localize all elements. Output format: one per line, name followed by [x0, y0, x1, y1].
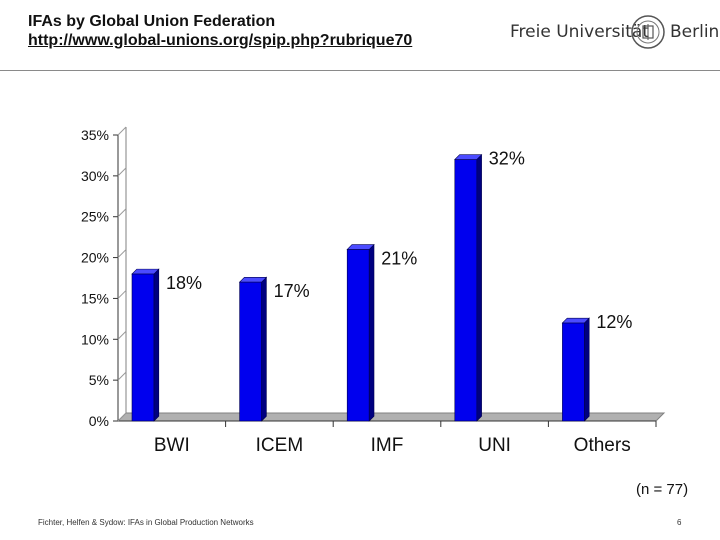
y-tick-depth [117, 330, 127, 340]
bar-front [131, 273, 155, 422]
bar-front [346, 249, 370, 422]
logo-text-right: Berlin [670, 22, 720, 42]
y-tick-label: 15% [81, 290, 109, 306]
bar-imf [346, 243, 375, 422]
source-link[interactable]: http://www.global-unions.org/spip.php?ru… [28, 32, 413, 49]
y-tick-depth [117, 208, 127, 218]
bar-uni [454, 153, 483, 422]
y-tick-label: 20% [81, 250, 109, 266]
data-label: 12% [596, 312, 632, 332]
bar-side [584, 317, 590, 422]
data-label: 21% [381, 248, 417, 268]
y-tick-label: 30% [81, 168, 109, 184]
university-logo: Freie Universität Berlin [510, 8, 719, 58]
bar-side [153, 268, 160, 422]
bar-top [454, 154, 483, 160]
data-label: 17% [274, 281, 310, 301]
footer-citation: Fichter, Helfen & Sydow: IFAs in Global … [38, 518, 254, 527]
bar-top [346, 244, 375, 250]
y-tick-depth [117, 371, 127, 381]
y-tick-depth [117, 126, 127, 136]
bar-top [561, 317, 590, 324]
y-tick-depth [117, 249, 127, 258]
page-number: 6 [677, 518, 682, 527]
x-tick-label: IMF [371, 435, 404, 456]
bar-side [368, 243, 375, 422]
x-tick-label: ICEM [256, 435, 304, 456]
x-tick-label: UNI [478, 435, 511, 456]
logo-text-left: Freie Universität [510, 22, 649, 42]
x-tick-label: Others [574, 435, 631, 456]
bar-front [239, 281, 262, 422]
bar-front [454, 159, 478, 422]
x-tick-label: BWI [154, 435, 190, 456]
bar-side [261, 276, 267, 422]
bar-icem [238, 276, 268, 422]
bar-top [131, 268, 160, 275]
slide-title: IFAs by Global Union Federation [28, 13, 276, 30]
y-tick-label: 35% [81, 127, 109, 143]
header-divider [0, 70, 720, 71]
bar-others [561, 317, 590, 422]
data-label: 32% [489, 149, 525, 169]
y-tick-depth [117, 167, 127, 177]
data-label: 18% [166, 273, 202, 293]
bar-bwi [131, 268, 160, 422]
university-seal-icon [631, 15, 665, 49]
bar-top [238, 276, 268, 283]
y-tick-label: 5% [89, 372, 109, 388]
y-tick-label: 0% [89, 413, 109, 429]
y-tick-label: 10% [81, 331, 109, 347]
bar-front [562, 322, 585, 422]
y-tick-depth [117, 290, 127, 299]
sample-size-note: (n = 77) [636, 481, 689, 498]
y-tick-label: 25% [81, 209, 109, 225]
bar-side [476, 153, 482, 422]
y-tick-depth [117, 412, 127, 422]
